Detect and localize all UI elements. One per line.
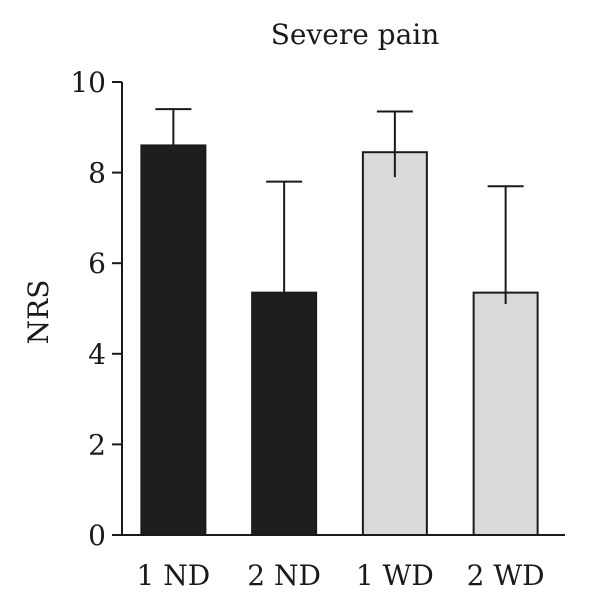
bar [251,291,318,536]
y-tick-label: 6 [88,247,106,280]
x-tick-label: 2 WD [467,559,545,592]
x-tick-label: 1 WD [356,559,434,592]
y-axis-label: NRS [22,280,55,345]
bars [140,144,539,536]
bar [361,151,428,536]
y-tick-label: 10 [70,66,106,99]
chart-title: Severe pain [271,18,440,51]
x-tick-label: 2 ND [247,559,321,592]
error-bars [155,108,524,304]
y-ticks: 0 2 4 6 8 10 [70,66,122,552]
bar [472,291,539,536]
bar [140,144,207,536]
x-tick-labels: 1 ND 2 ND 1 WD 2 WD [137,559,545,592]
x-tick-label: 1 ND [137,559,211,592]
y-tick-label: 0 [88,519,106,552]
y-tick-label: 4 [88,338,106,371]
y-tick-label: 8 [88,157,106,190]
y-tick-label: 2 [88,428,106,461]
